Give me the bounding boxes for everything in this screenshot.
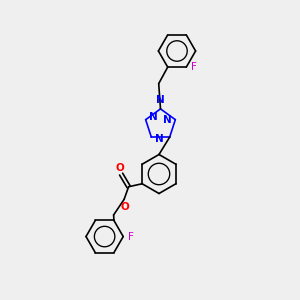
Text: F: F [191, 62, 197, 72]
Text: F: F [128, 232, 134, 242]
Text: O: O [120, 202, 129, 212]
Text: N: N [149, 112, 158, 122]
Text: N: N [155, 134, 164, 144]
Text: N: N [163, 115, 172, 125]
Text: O: O [115, 163, 124, 172]
Text: N: N [156, 95, 165, 105]
